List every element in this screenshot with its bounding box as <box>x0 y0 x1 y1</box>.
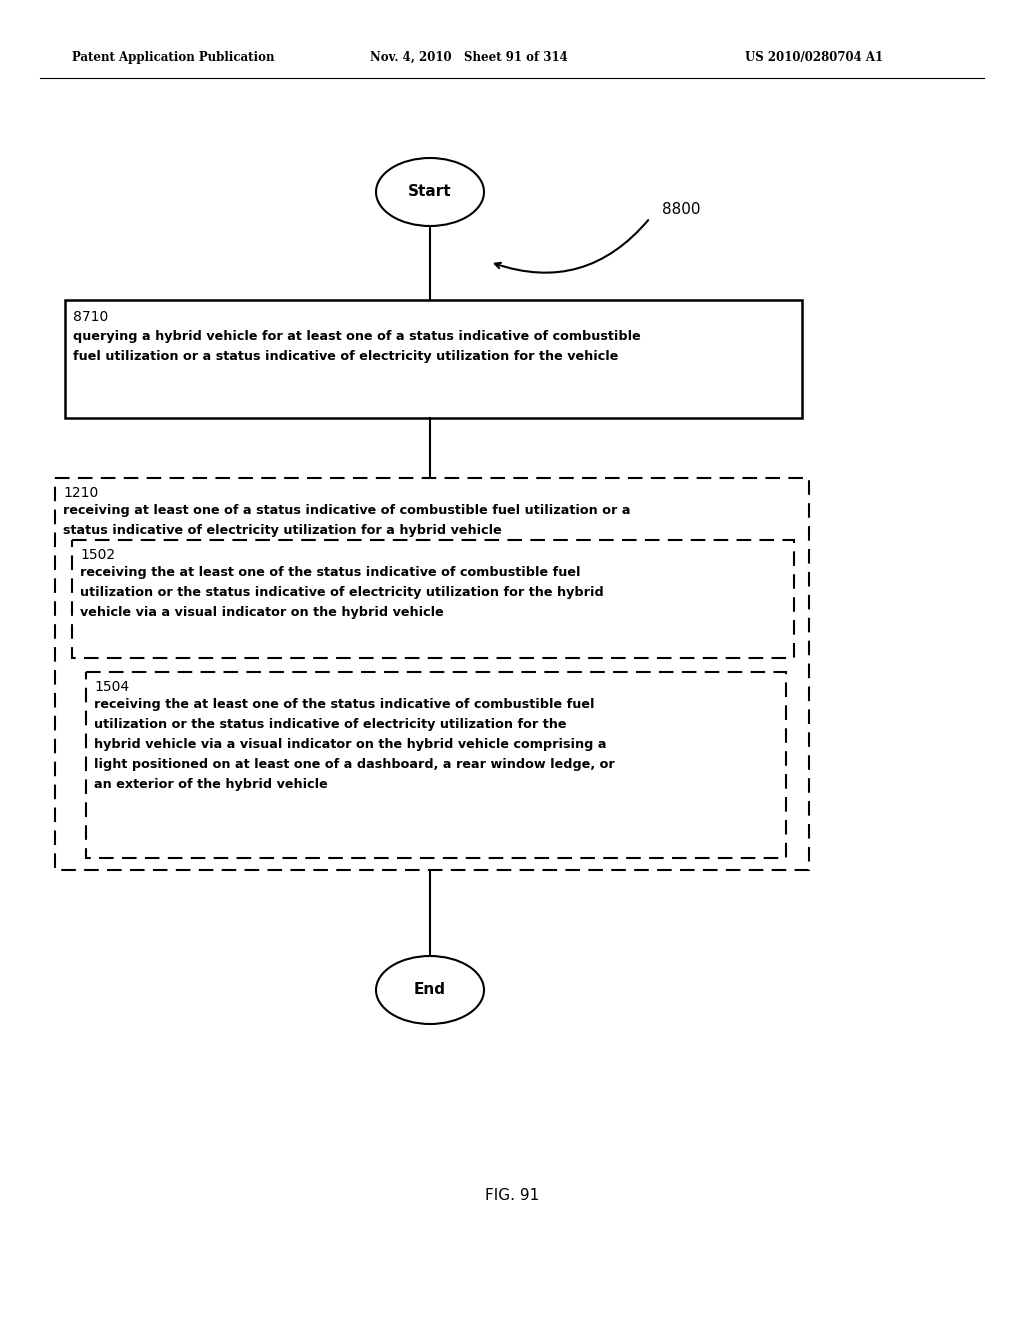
Text: Start: Start <box>409 185 452 199</box>
Text: Patent Application Publication: Patent Application Publication <box>72 50 274 63</box>
Text: 1504: 1504 <box>94 680 129 694</box>
Ellipse shape <box>376 158 484 226</box>
Text: 8710: 8710 <box>73 310 109 323</box>
Text: receiving the at least one of the status indicative of combustible fuel: receiving the at least one of the status… <box>80 566 581 579</box>
Text: receiving the at least one of the status indicative of combustible fuel: receiving the at least one of the status… <box>94 698 595 711</box>
Text: 1502: 1502 <box>80 548 115 562</box>
Text: utilization or the status indicative of electricity utilization for the: utilization or the status indicative of … <box>94 718 566 731</box>
Text: Nov. 4, 2010   Sheet 91 of 314: Nov. 4, 2010 Sheet 91 of 314 <box>370 50 567 63</box>
Ellipse shape <box>376 956 484 1024</box>
Text: 8800: 8800 <box>662 202 700 218</box>
Text: fuel utilization or a status indicative of electricity utilization for the vehic: fuel utilization or a status indicative … <box>73 350 618 363</box>
FancyBboxPatch shape <box>55 478 809 870</box>
Text: status indicative of electricity utilization for a hybrid vehicle: status indicative of electricity utiliza… <box>63 524 502 537</box>
Text: light positioned on at least one of a dashboard, a rear window ledge, or: light positioned on at least one of a da… <box>94 758 614 771</box>
Text: an exterior of the hybrid vehicle: an exterior of the hybrid vehicle <box>94 777 328 791</box>
FancyBboxPatch shape <box>86 672 786 858</box>
Text: End: End <box>414 982 446 998</box>
FancyBboxPatch shape <box>65 300 802 418</box>
Text: hybrid vehicle via a visual indicator on the hybrid vehicle comprising a: hybrid vehicle via a visual indicator on… <box>94 738 606 751</box>
Text: querying a hybrid vehicle for at least one of a status indicative of combustible: querying a hybrid vehicle for at least o… <box>73 330 641 343</box>
Text: utilization or the status indicative of electricity utilization for the hybrid: utilization or the status indicative of … <box>80 586 604 599</box>
Text: receiving at least one of a status indicative of combustible fuel utilization or: receiving at least one of a status indic… <box>63 504 631 517</box>
FancyBboxPatch shape <box>72 540 794 657</box>
Text: FIG. 91: FIG. 91 <box>485 1188 539 1203</box>
Text: 1210: 1210 <box>63 486 98 500</box>
Text: US 2010/0280704 A1: US 2010/0280704 A1 <box>745 50 883 63</box>
Text: vehicle via a visual indicator on the hybrid vehicle: vehicle via a visual indicator on the hy… <box>80 606 443 619</box>
